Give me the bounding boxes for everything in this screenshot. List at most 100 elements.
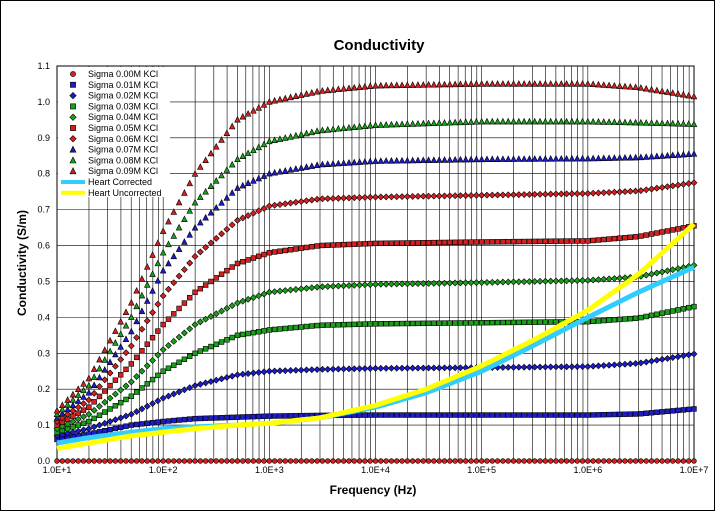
data-point xyxy=(441,279,448,287)
data-point xyxy=(180,266,188,273)
data-point xyxy=(271,96,278,104)
data-point xyxy=(404,156,411,164)
data-point xyxy=(255,104,263,111)
data-point xyxy=(265,367,273,375)
data-point xyxy=(388,240,395,246)
data-point xyxy=(680,120,687,127)
data-point xyxy=(547,155,554,162)
data-point xyxy=(180,329,188,337)
data-point xyxy=(133,458,140,464)
data-point xyxy=(144,341,150,347)
data-point xyxy=(690,120,698,127)
axis-tick-labels: 1.0E+1 1.0E+2 1.0E+3 1.0E+4 1.0E+5 1.0E+6 1.0E… xyxy=(37,61,708,475)
data-point xyxy=(340,194,348,202)
data-point xyxy=(664,88,671,95)
data-point xyxy=(541,190,549,198)
data-point xyxy=(329,195,337,202)
data-point xyxy=(638,314,644,321)
data-point xyxy=(435,364,443,372)
data-point xyxy=(298,245,304,251)
data-point xyxy=(691,458,697,464)
data-point xyxy=(398,156,406,164)
data-point xyxy=(489,412,495,418)
data-point xyxy=(249,294,257,302)
data-point xyxy=(685,150,692,158)
data-point xyxy=(659,409,665,415)
data-point xyxy=(468,458,474,464)
data-point xyxy=(627,411,634,417)
data-point xyxy=(197,285,204,292)
data-point xyxy=(102,458,108,464)
data-point xyxy=(488,117,496,125)
data-point xyxy=(303,323,310,330)
data-point xyxy=(282,325,288,332)
data-point xyxy=(276,135,284,142)
legend-marker xyxy=(69,145,77,153)
data-point xyxy=(642,358,650,366)
data-point xyxy=(409,193,417,200)
data-point xyxy=(197,163,204,170)
data-point xyxy=(244,109,252,117)
data-point xyxy=(691,303,697,310)
data-point xyxy=(505,412,511,418)
data-point xyxy=(510,458,517,464)
data-point xyxy=(403,280,411,288)
data-point xyxy=(117,386,125,394)
data-point xyxy=(340,159,347,166)
data-point xyxy=(547,277,555,285)
data-point xyxy=(616,316,623,323)
data-point xyxy=(117,317,124,325)
data-point xyxy=(319,458,326,464)
data-point xyxy=(568,190,576,198)
data-point xyxy=(255,207,263,215)
data-point xyxy=(446,156,454,163)
data-point xyxy=(202,213,209,221)
data-point xyxy=(303,197,310,205)
data-point xyxy=(558,154,565,162)
data-point xyxy=(69,390,77,398)
data-point xyxy=(382,157,390,164)
data-point xyxy=(378,240,384,247)
data-point xyxy=(632,234,639,240)
data-point xyxy=(425,80,432,88)
data-point xyxy=(605,154,613,161)
data-point xyxy=(616,154,623,161)
data-point xyxy=(605,361,613,369)
data-point xyxy=(143,317,151,325)
data-point xyxy=(90,381,98,388)
data-point xyxy=(568,277,576,285)
data-point xyxy=(212,376,220,384)
legend-marker xyxy=(70,103,76,110)
data-point xyxy=(149,376,156,383)
legend-item: Sigma 0.05M KCl xyxy=(70,123,158,133)
data-point xyxy=(308,89,316,96)
data-point xyxy=(520,117,528,125)
data-point xyxy=(70,458,76,464)
data-point xyxy=(419,280,427,287)
data-point xyxy=(372,121,379,128)
data-point xyxy=(393,193,401,201)
data-point xyxy=(520,80,528,87)
y-tick-label: 0.5 xyxy=(37,276,50,286)
data-point xyxy=(409,412,416,418)
data-point xyxy=(292,165,300,172)
data-point xyxy=(281,367,289,375)
data-point xyxy=(654,458,660,464)
data-point xyxy=(69,418,77,425)
data-point xyxy=(276,367,284,375)
data-point xyxy=(627,458,633,464)
data-point xyxy=(685,304,692,311)
data-point xyxy=(473,320,480,326)
data-point xyxy=(510,278,517,286)
data-point xyxy=(679,352,687,360)
data-point xyxy=(404,458,411,464)
data-point xyxy=(425,364,433,372)
data-point xyxy=(118,399,124,406)
data-point xyxy=(260,101,268,108)
data-point xyxy=(176,417,182,423)
data-point xyxy=(240,458,246,464)
data-point xyxy=(255,174,263,182)
data-point xyxy=(394,412,400,418)
data-point xyxy=(372,157,379,164)
data-point xyxy=(228,221,236,229)
